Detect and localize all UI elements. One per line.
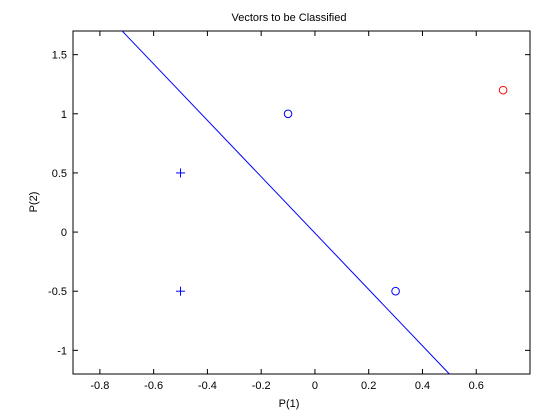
- y-axis: -1 -0.5 0 0.5 1 1.5: [48, 50, 530, 357]
- y-tick-label: 1.5: [52, 50, 67, 62]
- data-points: [176, 85, 508, 296]
- circle-marker: [283, 109, 293, 119]
- x-tick-label: -0.6: [144, 380, 163, 392]
- x-tick-label: -0.2: [252, 380, 271, 392]
- circle-marker: [391, 286, 400, 296]
- y-axis-label: P(2): [28, 192, 40, 213]
- x-tick-label: 0: [312, 380, 318, 392]
- plus-marker: [176, 286, 186, 296]
- y-tick-label: 0: [61, 227, 67, 239]
- y-tick-label: 0.5: [52, 168, 67, 180]
- x-tick-label: -0.4: [198, 380, 217, 392]
- x-tick-label: -0.8: [90, 380, 109, 392]
- x-axis-label: P(1): [279, 398, 300, 410]
- x-axis: -0.8 -0.6 -0.4 -0.2 0 0.2 0.4 0.6: [90, 31, 484, 392]
- circle-marker: [498, 85, 508, 95]
- plus-marker: [176, 168, 186, 178]
- x-tick-label: 0.2: [361, 380, 376, 392]
- x-tick-label: 0.6: [469, 380, 484, 392]
- plot-area: [72, 30, 531, 375]
- decision-boundary-line: [121, 30, 450, 375]
- y-tick-label: -0.5: [48, 286, 67, 298]
- x-tick-label: 0.4: [415, 380, 430, 392]
- y-tick-label: -1: [57, 345, 67, 357]
- y-tick-label: 1: [61, 109, 67, 121]
- boundary-line: [121, 30, 450, 375]
- chart-title: Vectors to be Classified: [232, 12, 347, 24]
